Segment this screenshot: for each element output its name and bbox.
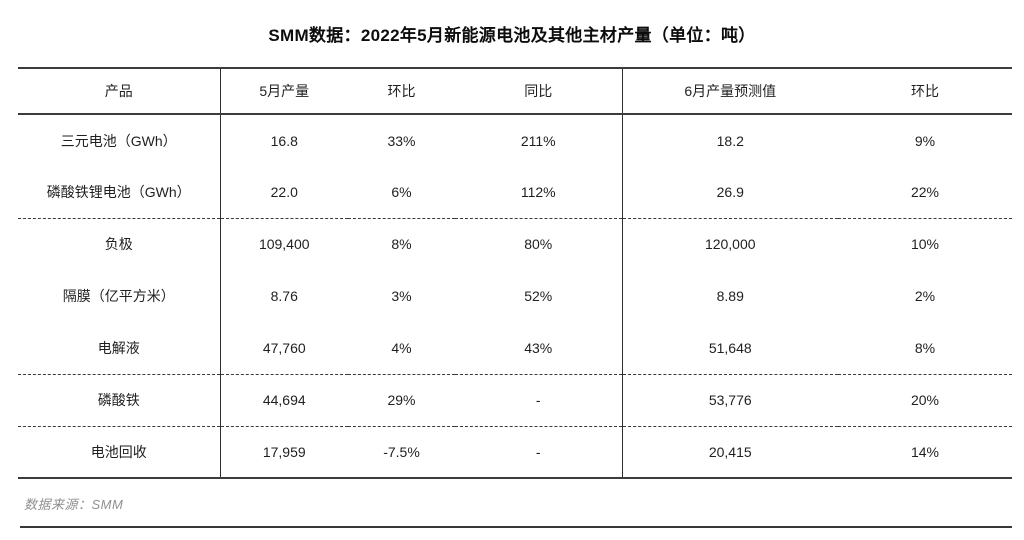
june-forecast-cell: 53,776 [622,374,838,427]
page-title: SMM数据：2022年5月新能源电池及其他主材产量（单位：吨） [268,26,756,45]
product-cell: 隔膜（亿平方米） [18,270,221,322]
may-output-cell: 17,959 [262,443,306,460]
mom-cell: 33% [387,132,416,149]
column-header-june-forecast: 6月产量预测值 [622,68,838,115]
june-mom-cell: 8% [838,322,1012,375]
column-header-mom: 环比 [348,68,455,115]
yoy-cell: 52% [455,270,623,322]
june-forecast-cell: 20,415 [708,443,752,460]
product-cell: 电池回收 [18,426,221,478]
june-forecast-cell: 51,648 [622,322,838,375]
mom-cell: 8% [391,236,412,253]
bottom-divider [20,526,1012,528]
may-output-cell: 47,760 [220,322,348,375]
june-mom-cell: 9% [914,132,936,149]
may-output-cell: 44,694 [220,374,348,427]
column-header-product: 产品 [18,68,221,115]
product-cell: 电解液 [18,322,221,375]
june-forecast-cell: 18.2 [716,132,744,149]
production-table: 产品 5月产量 环比 同比 6月产量预测值 环比 三元电池（GWh） 16.8 … [18,67,1012,479]
yoy-cell: 211% [455,114,623,166]
june-mom-cell: 2% [914,288,936,304]
may-output-cell: 109,400 [258,236,310,253]
product-cell: 三元电池（GWh） [18,114,221,166]
may-output-cell: 16.8 [270,132,298,149]
header-row: 产品 5月产量 环比 同比 6月产量预测值 环比 [18,68,1012,115]
june-mom-cell: 14% [910,443,940,460]
product-cell: 磷酸铁 [18,374,221,427]
may-output-cell: 22.0 [220,166,348,219]
mom-cell: 6% [348,166,455,219]
june-mom-cell: 22% [838,166,1012,219]
yoy-cell: 112% [455,166,623,219]
table-row: 三元电池（GWh） 16.8 33% 211% 18.2 9% [18,114,1012,166]
source-note: 数据来源：SMM [24,497,124,512]
table-row: 电池回收 17,959 -7.5% - 20,415 14% [18,426,1012,478]
mom-cell: 29% [348,374,455,427]
may-output-cell: 8.76 [270,288,298,304]
mom-cell: 3% [391,288,412,304]
mom-cell: 4% [348,322,455,375]
june-mom-cell: 20% [838,374,1012,427]
column-header-may-output: 5月产量 [220,68,348,115]
yoy-cell: 43% [455,322,623,375]
mom-cell: -7.5% [383,443,420,460]
yoy-cell: 80% [455,218,623,270]
june-mom-cell: 10% [910,236,940,253]
yoy-cell: - [455,426,623,478]
table-row: 电解液 47,760 4% 43% 51,648 8% [18,322,1012,375]
table-row: 磷酸铁 44,694 29% - 53,776 20% [18,374,1012,427]
june-forecast-cell: 120,000 [704,236,756,253]
product-cell: 负极 [18,218,221,270]
table-row: 隔膜（亿平方米） 8.76 3% 52% 8.89 2% [18,270,1012,322]
yoy-cell: - [455,374,623,427]
table-row: 磷酸铁锂电池（GWh） 22.0 6% 112% 26.9 22% [18,166,1012,219]
column-header-yoy: 同比 [455,68,623,115]
june-forecast-cell: 26.9 [622,166,838,219]
product-cell: 磷酸铁锂电池（GWh） [18,166,221,219]
table-row: 负极 109,400 8% 80% 120,000 10% [18,218,1012,270]
column-header-june-mom: 环比 [838,68,1012,115]
june-forecast-cell: 8.89 [716,288,744,304]
